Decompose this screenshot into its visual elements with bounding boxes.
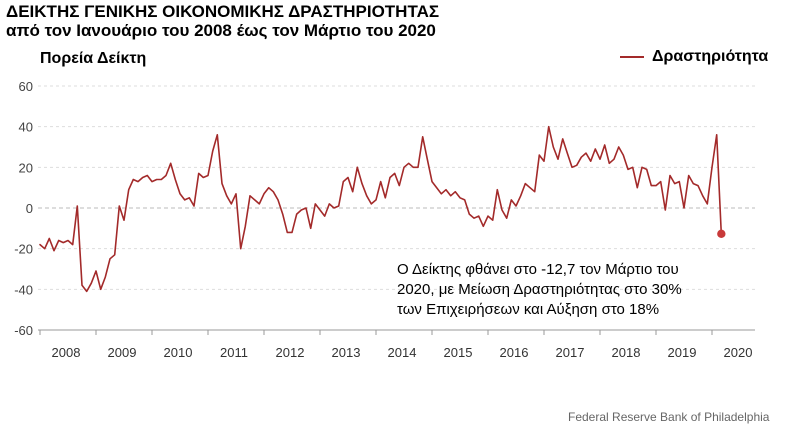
y-tick-label: 20 [19, 160, 33, 175]
x-tick-label: 2016 [500, 345, 529, 360]
y-tick-label: -20 [14, 242, 33, 257]
y-axis-ticks: -60 -40 -20 0 20 40 60 [14, 79, 33, 338]
legend-swatch [620, 56, 644, 58]
x-tick-label: 2019 [668, 345, 697, 360]
x-tick-label: 2012 [276, 345, 305, 360]
gridlines [38, 85, 755, 290]
x-tick-label: 2010 [164, 345, 193, 360]
chart-title-line-2: από τον Ιανουάριο του 2008 έως τον Μάρτι… [6, 21, 436, 40]
y-tick-label: 0 [26, 201, 33, 216]
annotation-line-1: Ο Δείκτης φθάνει στο -12,7 τον Μάρτιο το… [397, 261, 679, 278]
x-axis-ticks: 2008 2009 2010 2011 2012 2013 2014 2015 2016 2017… [39, 330, 753, 360]
x-tick-label: 2008 [52, 345, 81, 360]
x-tick-label: 2017 [556, 345, 585, 360]
y-tick-label: 60 [19, 79, 33, 94]
x-tick-label: 2011 [220, 345, 248, 360]
x-tick-label: 2020 [724, 345, 753, 360]
y-tick-label: -60 [14, 323, 33, 338]
chart-title-line-1: ΔΕΙΚΤΗΣ ΓΕΝΙΚΗΣ ΟΙΚΟΝΟΜΙΚΗΣ ΔΡΑΣΤΗΡΙΟΤΗΤ… [6, 2, 440, 21]
x-tick-label: 2018 [612, 345, 641, 360]
legend-label: Δραστηριότητα [652, 48, 769, 65]
x-tick-label: 2013 [332, 345, 361, 360]
annotation-line-2: 2020, με Μείωση Δραστηριότητας στο 30% [397, 281, 682, 298]
legend: Δραστηριότητα [620, 48, 768, 66]
highlight-point [717, 229, 726, 239]
chart-title: ΔΕΙΚΤΗΣ ΓΕΝΙΚΗΣ ΟΙΚΟΝΟΜΙΚΗΣ ΔΡΑΣΤΗΡΙΟΤΗΤ… [6, 2, 566, 40]
series-line [39, 125, 723, 293]
y-axis-label: Πορεία Δείκτη [40, 50, 147, 67]
series-group [39, 125, 726, 293]
source-credit: Federal Reserve Bank of Philadelphia [568, 410, 770, 424]
x-tick-label: 2009 [108, 345, 137, 360]
x-tick-label: 2014 [388, 345, 417, 360]
y-tick-label: -40 [14, 282, 33, 297]
annotation: Ο Δείκτης φθάνει στο -12,7 τον Μάρτιο το… [397, 260, 777, 320]
y-tick-label: 40 [19, 120, 33, 135]
annotation-line-3: των Επιχειρήσεων και Αύξηση στο 18% [397, 301, 660, 318]
x-tick-label: 2015 [444, 345, 473, 360]
